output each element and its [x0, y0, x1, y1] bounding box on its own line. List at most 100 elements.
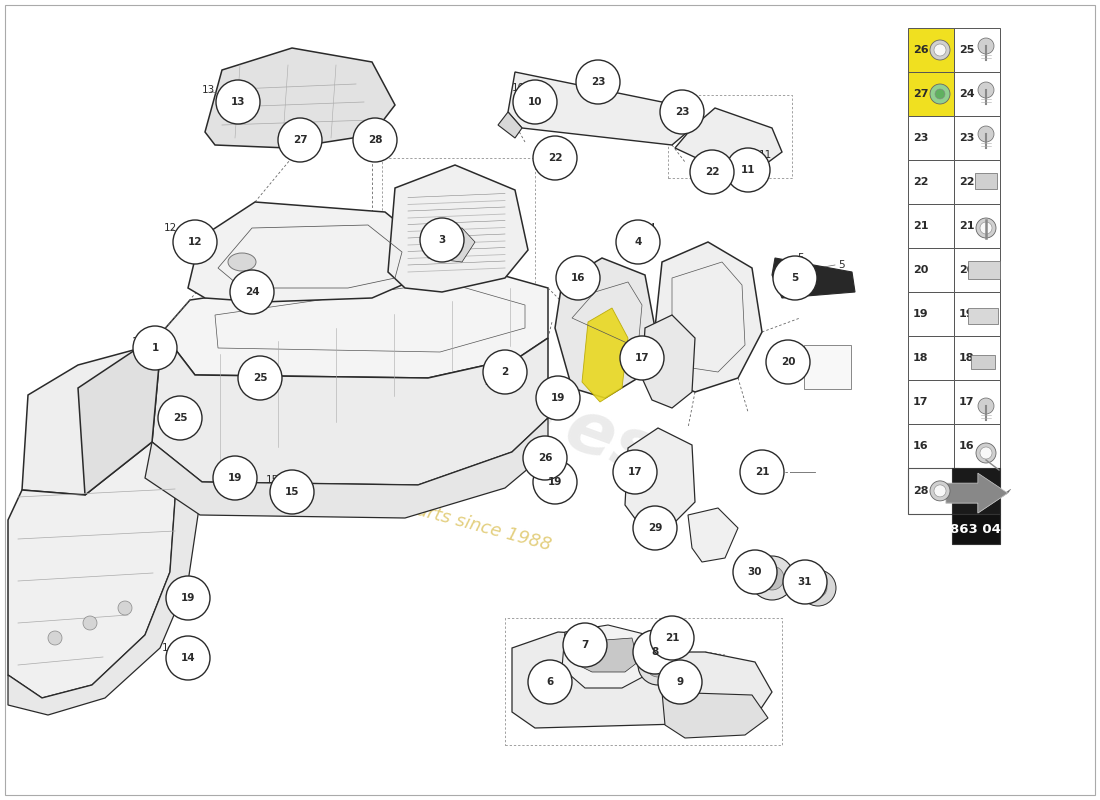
Circle shape — [980, 222, 992, 234]
Circle shape — [760, 566, 784, 590]
Circle shape — [978, 38, 994, 54]
Text: 31: 31 — [798, 577, 812, 587]
Polygon shape — [145, 418, 548, 518]
Text: 26: 26 — [913, 45, 928, 55]
Text: 30: 30 — [748, 567, 762, 577]
Text: 28: 28 — [913, 486, 928, 496]
Circle shape — [690, 150, 734, 194]
Text: 12: 12 — [188, 237, 202, 247]
Circle shape — [632, 506, 676, 550]
Text: 21: 21 — [959, 221, 975, 231]
Text: 23: 23 — [591, 77, 605, 87]
Text: 10: 10 — [528, 97, 542, 107]
FancyBboxPatch shape — [908, 204, 954, 248]
FancyBboxPatch shape — [954, 424, 1000, 468]
Circle shape — [980, 447, 992, 459]
Circle shape — [750, 556, 794, 600]
Text: 22: 22 — [959, 177, 975, 187]
Polygon shape — [162, 262, 548, 378]
Polygon shape — [675, 108, 782, 172]
Circle shape — [978, 398, 994, 414]
Polygon shape — [8, 358, 205, 715]
Text: 11: 11 — [758, 150, 771, 160]
Text: 5: 5 — [791, 273, 799, 283]
Circle shape — [726, 148, 770, 192]
FancyBboxPatch shape — [954, 28, 1000, 72]
Text: 23: 23 — [913, 133, 928, 143]
Text: 3: 3 — [439, 235, 446, 245]
Polygon shape — [562, 625, 652, 688]
Polygon shape — [78, 332, 162, 495]
Circle shape — [213, 456, 257, 500]
Text: 25: 25 — [173, 413, 187, 423]
Text: a passion for parts since 1988: a passion for parts since 1988 — [286, 466, 553, 554]
Text: 18: 18 — [913, 353, 928, 363]
Circle shape — [534, 460, 578, 504]
Circle shape — [216, 80, 260, 124]
Text: 12: 12 — [164, 223, 177, 233]
Circle shape — [930, 40, 950, 60]
Circle shape — [513, 80, 557, 124]
Text: 29: 29 — [648, 523, 662, 533]
Circle shape — [620, 336, 664, 380]
Circle shape — [166, 636, 210, 680]
Circle shape — [638, 645, 678, 685]
Text: 16: 16 — [913, 441, 928, 451]
Text: 23: 23 — [674, 107, 690, 117]
Circle shape — [278, 118, 322, 162]
Circle shape — [536, 376, 580, 420]
Text: 21: 21 — [755, 467, 769, 477]
Text: 24: 24 — [959, 89, 975, 99]
Polygon shape — [388, 165, 528, 292]
FancyBboxPatch shape — [908, 468, 958, 514]
Text: 21: 21 — [664, 633, 680, 643]
Text: 17: 17 — [628, 467, 642, 477]
Text: 20: 20 — [913, 265, 928, 275]
Ellipse shape — [228, 253, 256, 271]
FancyBboxPatch shape — [968, 261, 1000, 279]
Circle shape — [660, 90, 704, 134]
Circle shape — [133, 326, 177, 370]
Text: 23: 23 — [959, 133, 975, 143]
FancyBboxPatch shape — [954, 336, 1000, 380]
Polygon shape — [152, 332, 548, 485]
Circle shape — [556, 256, 600, 300]
Text: 16: 16 — [959, 441, 975, 451]
Text: 19: 19 — [228, 473, 242, 483]
Circle shape — [646, 653, 670, 677]
Text: 19: 19 — [180, 593, 195, 603]
Polygon shape — [642, 315, 695, 408]
FancyBboxPatch shape — [908, 72, 954, 116]
Circle shape — [930, 481, 950, 501]
FancyBboxPatch shape — [908, 424, 954, 468]
FancyBboxPatch shape — [954, 292, 1000, 336]
FancyBboxPatch shape — [908, 28, 954, 72]
Text: 18: 18 — [959, 353, 975, 363]
Text: 9: 9 — [676, 677, 683, 687]
Text: 5: 5 — [796, 253, 803, 263]
FancyBboxPatch shape — [908, 248, 954, 292]
Text: 10: 10 — [512, 83, 525, 93]
Polygon shape — [654, 242, 762, 392]
FancyBboxPatch shape — [954, 380, 1000, 424]
Circle shape — [166, 576, 210, 620]
Circle shape — [82, 616, 97, 630]
FancyBboxPatch shape — [908, 160, 954, 204]
Text: 6: 6 — [547, 677, 553, 687]
Polygon shape — [625, 428, 695, 528]
Circle shape — [650, 616, 694, 660]
Text: 4: 4 — [635, 237, 641, 247]
FancyBboxPatch shape — [954, 116, 1000, 160]
Circle shape — [733, 550, 777, 594]
Text: 7: 7 — [581, 640, 589, 650]
Circle shape — [616, 220, 660, 264]
Text: 26: 26 — [538, 453, 552, 463]
Circle shape — [976, 218, 996, 238]
Circle shape — [563, 623, 607, 667]
Text: 14: 14 — [180, 653, 196, 663]
Text: 22: 22 — [548, 153, 562, 163]
Circle shape — [613, 450, 657, 494]
Circle shape — [978, 82, 994, 98]
Polygon shape — [946, 473, 1008, 513]
Circle shape — [930, 84, 950, 104]
